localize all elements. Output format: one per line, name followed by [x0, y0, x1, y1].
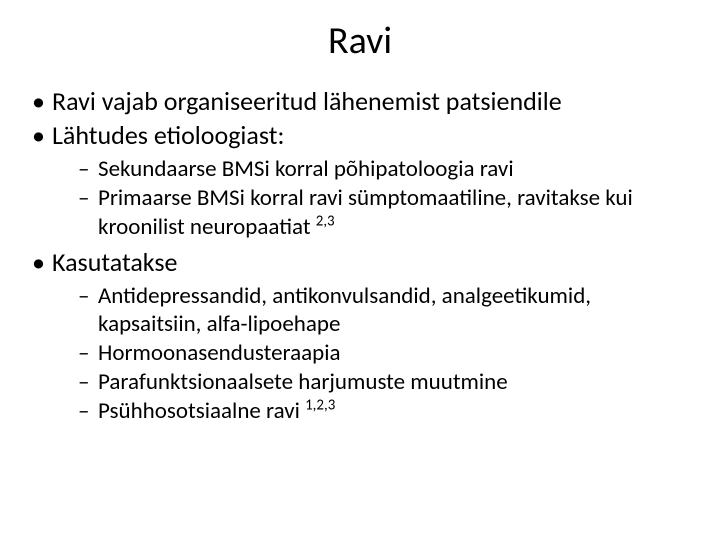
sub-bullet-item: Parafunktsionaalsete harjumuste muutmine [52, 368, 696, 396]
sub-bullet-text: Parafunktsionaalsete harjumuste muutmine [98, 368, 508, 396]
slide-title: Ravi [24, 18, 696, 64]
sub-bullet-text: Primaarse BMSi korral ravi sümptomaatili… [98, 184, 633, 240]
sub-bullet-item: Hormoonasendusteraapia [52, 339, 696, 367]
sub-bullet-item: Primaarse BMSi korral ravi sümptomaatili… [52, 184, 696, 240]
bullet-item: Lähtudes etioloogiast: Sekundaarse BMSi … [24, 120, 696, 241]
sub-bullet-item: Antidepressandid, antikonvulsandid, anal… [52, 282, 696, 338]
sub-bullet-text: Psühhosotsiaalne ravi [98, 397, 305, 425]
sub-bullet-text: Sekundaarse BMSi korral põhipatoloogia r… [98, 155, 514, 183]
bullet-text: Lähtudes etioloogiast: [52, 119, 284, 151]
bullet-item: Kasutatakse Antidepressandid, antikonvul… [24, 247, 696, 426]
sub-bullet-item: Sekundaarse BMSi korral põhipatoloogia r… [52, 155, 696, 183]
sub-bullet-item: Psühhosotsiaalne ravi 1,2,3 [52, 397, 696, 425]
superscript-reference: 2,3 [316, 212, 335, 230]
bullet-list-level1: Ravi vajab organiseeritud lähenemist pat… [24, 86, 696, 426]
bullet-list-level2: Sekundaarse BMSi korral põhipatoloogia r… [52, 155, 696, 240]
bullet-item: Ravi vajab organiseeritud lähenemist pat… [24, 86, 696, 118]
superscript-reference: 1,2,3 [305, 397, 335, 415]
bullet-text: Ravi vajab organiseeritud lähenemist pat… [52, 85, 562, 117]
sub-bullet-text: Antidepressandid, antikonvulsandid, anal… [98, 282, 591, 338]
sub-bullet-text: Hormoonasendusteraapia [98, 339, 341, 367]
slide-container: Ravi Ravi vajab organiseeritud lähenemis… [0, 0, 720, 540]
bullet-list-level2: Antidepressandid, antikonvulsandid, anal… [52, 282, 696, 425]
bullet-text: Kasutatakse [52, 246, 178, 278]
